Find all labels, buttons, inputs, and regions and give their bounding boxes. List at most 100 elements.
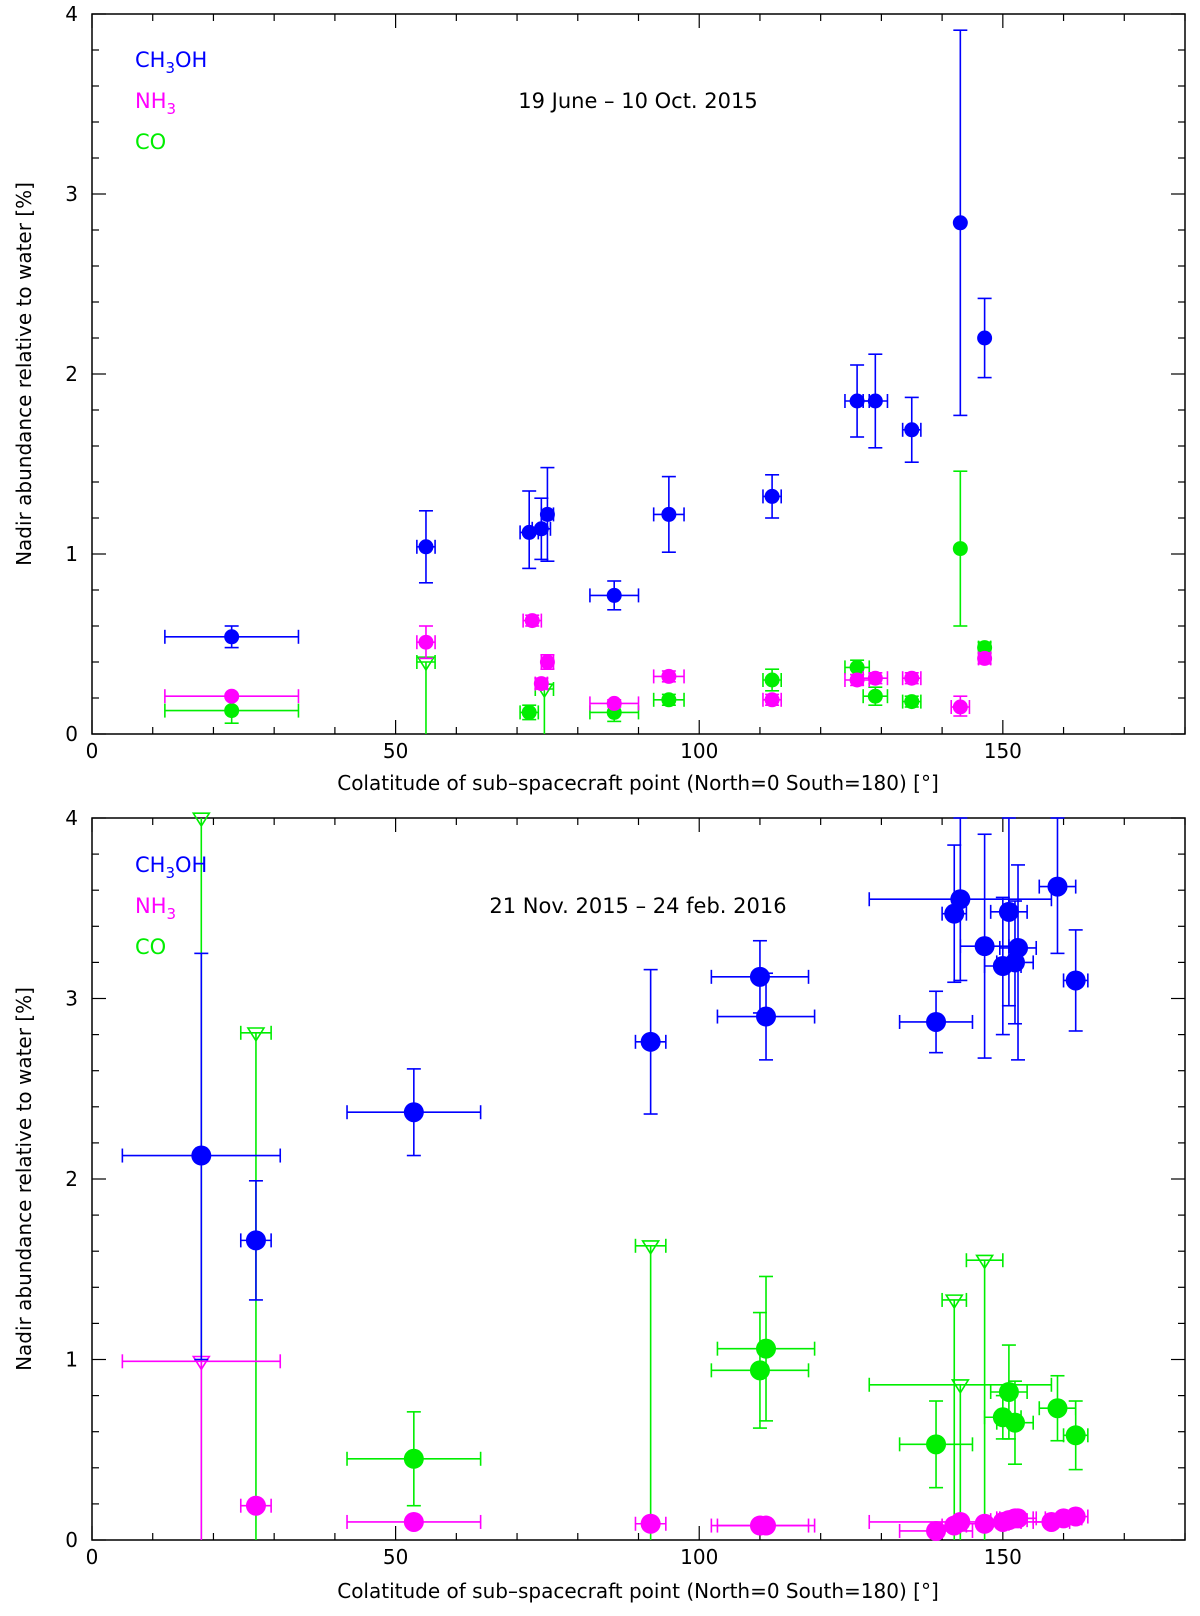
point-marker: [867, 393, 883, 409]
data-point-CO: [762, 668, 782, 692]
data-point-CO: [164, 697, 300, 725]
data-point-CO: [710, 1311, 810, 1429]
data-point-CH3OH: [346, 1068, 482, 1157]
point-marker: [533, 521, 549, 537]
data-point-CH3OH: [862, 353, 889, 449]
point-marker: [952, 215, 968, 231]
data-point-CH3OH: [652, 475, 685, 554]
point-marker: [1065, 970, 1086, 991]
data-point-CH3OH: [868, 817, 1053, 982]
data-point-CH3OH: [998, 864, 1038, 1061]
point-marker: [977, 330, 993, 346]
data-point-NH3: [716, 1515, 816, 1536]
y-tick-label: 2: [65, 362, 78, 386]
data-point-CO: [898, 1400, 974, 1489]
y-tick-label: 3: [65, 987, 78, 1011]
y-tick-label: 3: [65, 182, 78, 206]
data-point-NH3: [998, 1508, 1038, 1529]
data-point-CH3OH: [762, 473, 782, 519]
y-tick-label: 1: [65, 1348, 78, 1372]
point-marker: [974, 936, 995, 957]
point-marker: [524, 613, 540, 629]
data-point-NH3: [589, 695, 640, 711]
data-point-CH3OH: [589, 580, 640, 611]
point-marker: [640, 1031, 661, 1052]
point-marker: [904, 694, 920, 710]
data-point-NH3: [762, 692, 782, 708]
legend-CO: CO: [135, 130, 166, 154]
point-marker: [1065, 1425, 1086, 1446]
y-tick-label: 0: [65, 1528, 78, 1552]
point-marker: [418, 634, 434, 650]
upper-limit-CO: [941, 1292, 968, 1540]
point-marker: [661, 506, 677, 522]
y-tick-label: 1: [65, 542, 78, 566]
point-marker: [952, 541, 968, 557]
legend: CH3OH NH3 CO: [135, 853, 207, 959]
upper-limit-CO: [634, 1238, 667, 1540]
legend: CH3OH NH3 CO: [135, 48, 207, 154]
point-marker: [756, 1515, 777, 1536]
data-point-NH3: [901, 670, 922, 686]
data-point-CO: [862, 686, 889, 707]
point-marker: [1008, 1508, 1029, 1529]
data-point-CH3OH: [519, 490, 540, 570]
point-marker: [661, 668, 677, 684]
point-marker: [764, 672, 780, 688]
legend-NH3: NH3: [135, 89, 176, 118]
data-point-NH3: [164, 688, 300, 704]
point-marker: [245, 1230, 266, 1251]
point-marker: [904, 422, 920, 438]
data-point-CH3OH: [901, 396, 922, 464]
data-point-NH3: [533, 676, 549, 692]
upper-limit-NH3: [121, 1354, 282, 1540]
point-marker: [539, 654, 555, 670]
point-marker: [952, 699, 968, 715]
point-marker: [403, 1102, 424, 1123]
data-marks: [164, 29, 993, 734]
data-point-NH3: [634, 1513, 667, 1534]
data-point-CO: [1038, 1374, 1077, 1442]
data-point-CH3OH: [1062, 929, 1089, 1032]
upper-limit-triangle: [944, 1294, 964, 1310]
data-point-NH3: [539, 653, 555, 671]
x-tick-label: 0: [86, 1545, 99, 1569]
data-point-CH3OH: [121, 952, 282, 1361]
data-point-CH3OH: [164, 625, 300, 649]
data-point-CH3OH: [1038, 817, 1077, 955]
point-marker: [224, 629, 240, 645]
x-tick-label: 150: [984, 1545, 1022, 1569]
data-point-CH3OH: [416, 509, 436, 584]
point-marker: [418, 539, 434, 555]
point-marker: [849, 672, 865, 688]
bottom-panel: 0 50 100 150 0 1 2 3 4 21 Nov. 2015 – 24 feb. 20…: [12, 806, 1186, 1603]
x-tick-label: 50: [383, 1545, 408, 1569]
point-marker: [950, 889, 971, 910]
x-axis-title: Colatitude of sub–spacecraft point (Nort…: [337, 771, 939, 795]
point-marker: [224, 703, 240, 719]
point-marker: [867, 670, 883, 686]
point-marker: [764, 488, 780, 504]
point-marker: [926, 1011, 947, 1032]
data-point-NH3: [862, 670, 889, 686]
y-tick-label: 4: [65, 2, 78, 26]
data-point-CH3OH: [239, 1180, 272, 1301]
point-marker: [926, 1520, 947, 1541]
point-marker: [661, 692, 677, 708]
panel-title: 21 Nov. 2015 – 24 feb. 2016: [489, 894, 786, 918]
data-point-NH3: [977, 650, 993, 666]
x-axis-title: Colatitude of sub–spacecraft point (Nort…: [337, 1579, 939, 1603]
x-tick-label: 0: [86, 739, 99, 763]
point-marker: [1008, 937, 1029, 958]
point-marker: [521, 704, 537, 720]
data-point-CO: [519, 704, 540, 721]
data-point-CO: [346, 1411, 482, 1507]
data-point-CH3OH: [977, 297, 993, 379]
data-point-CH3OH: [952, 29, 968, 417]
point-marker: [849, 393, 865, 409]
x-tick-label: 50: [383, 739, 408, 763]
point-marker: [849, 659, 865, 675]
point-marker: [977, 650, 993, 666]
point-marker: [539, 506, 555, 522]
